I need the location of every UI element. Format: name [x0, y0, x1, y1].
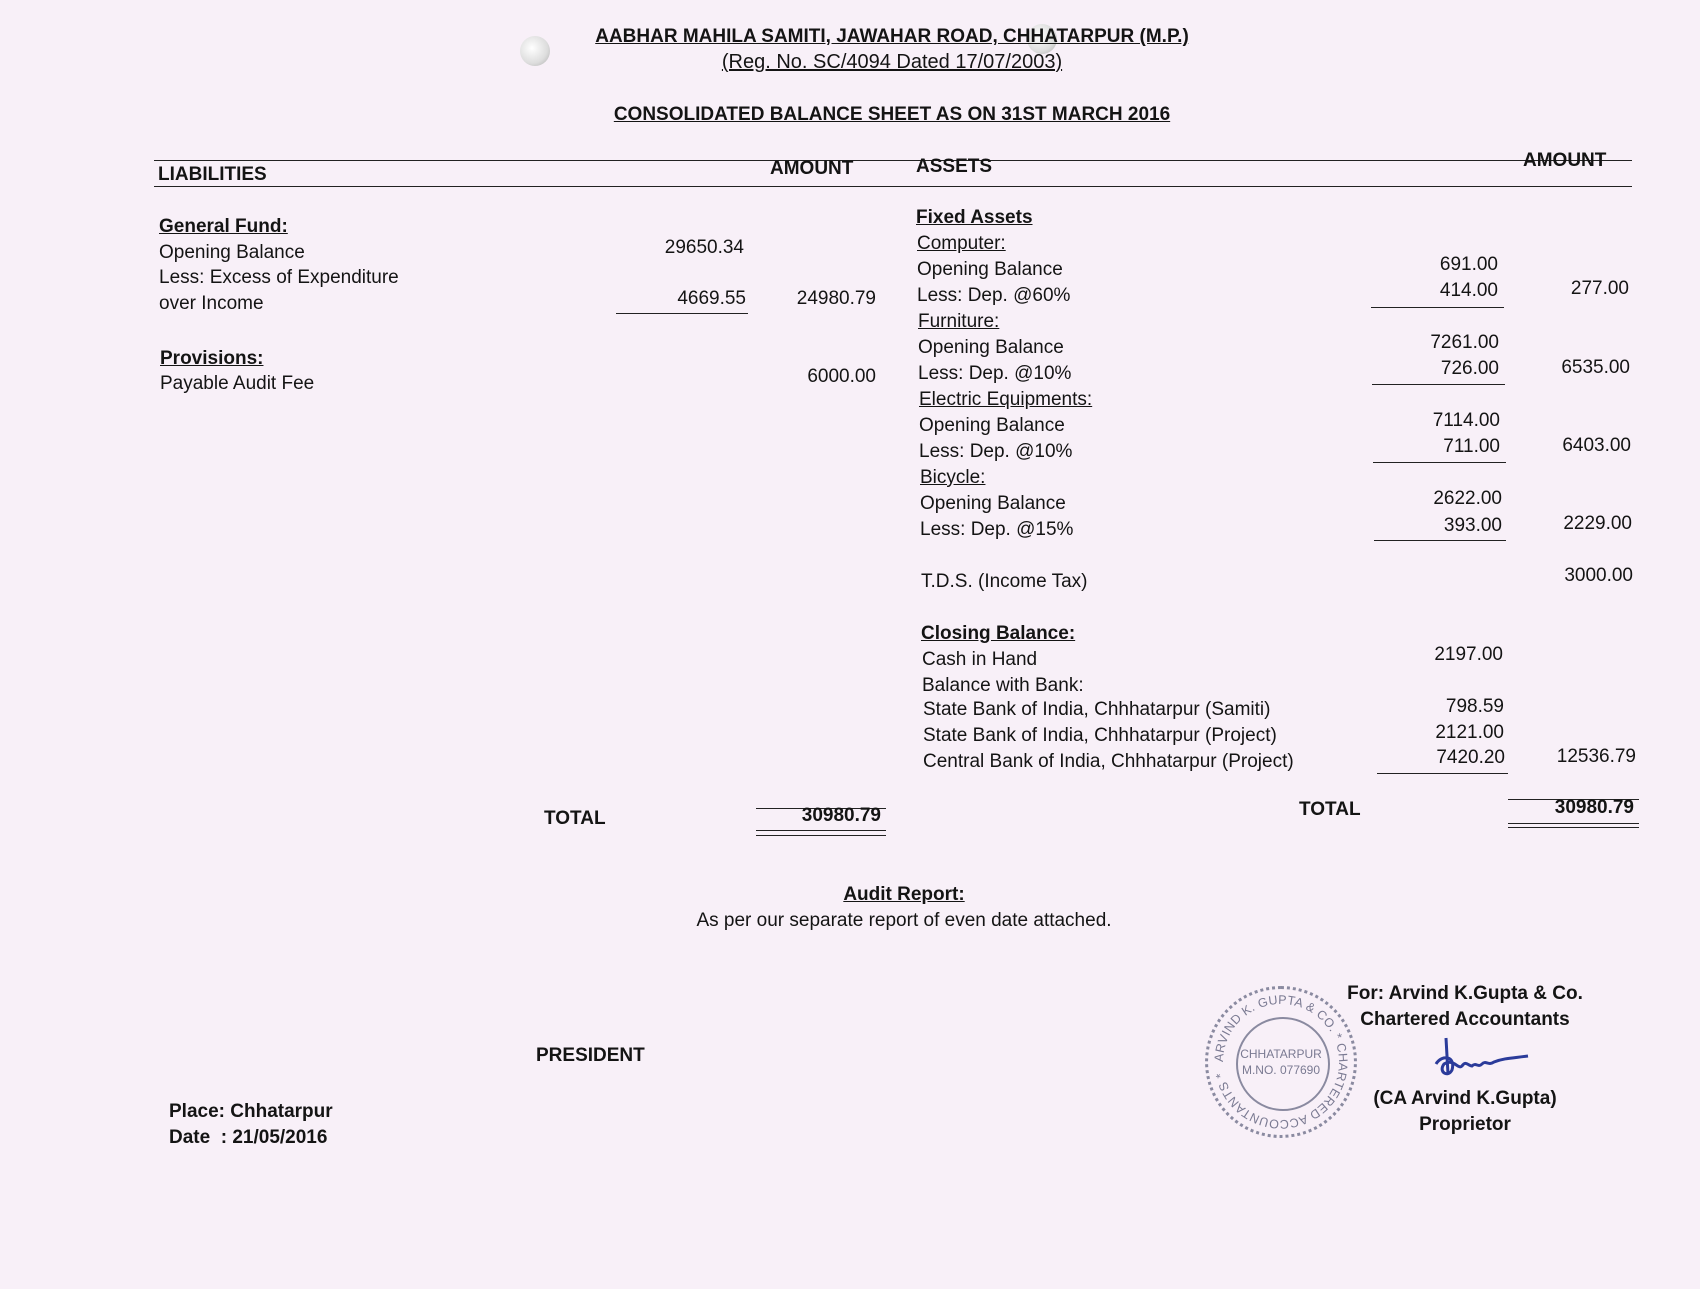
- label: Opening Balance: [159, 242, 305, 263]
- rule: [1371, 307, 1504, 308]
- rule: [1372, 384, 1505, 385]
- president-label: PRESIDENT: [536, 1045, 645, 1066]
- label: Opening Balance: [918, 337, 1064, 358]
- stamp-ring: ARVIND K. GUPTA & CO. * CHARTERED ACCOUN…: [1212, 993, 1350, 1131]
- punch-hole: [1027, 24, 1057, 54]
- rule: [1508, 827, 1639, 828]
- rule: [1508, 799, 1639, 800]
- place: Place: Chhatarpur: [169, 1101, 333, 1122]
- amount: 7261.00: [1430, 332, 1499, 353]
- amount: 691.00: [1439, 254, 1498, 275]
- amount: 24980.79: [796, 288, 876, 309]
- amount: 2197.00: [1434, 644, 1503, 665]
- rule: [756, 830, 886, 831]
- label: State Bank of India, Chhhatarpur (Samiti…: [923, 699, 1271, 720]
- audit-text: As per our separate report of even date …: [696, 910, 1112, 931]
- asset-name: Bicycle:: [920, 467, 986, 488]
- asset-name: Furniture:: [918, 311, 1000, 332]
- amount: 711.00: [1443, 436, 1500, 457]
- divider: [154, 160, 1632, 161]
- label: State Bank of India, Chhhatarpur (Projec…: [923, 725, 1277, 746]
- date: Date : 21/05/2016: [169, 1127, 328, 1148]
- total-amount: 30980.79: [801, 805, 881, 826]
- fixed-assets-heading: Fixed Assets: [916, 207, 1033, 228]
- amount: 2121.00: [1435, 722, 1504, 743]
- punch-hole: [520, 36, 550, 66]
- assets-header: ASSETS: [916, 156, 993, 177]
- stamp-line: CHHATARPUR: [1240, 1047, 1322, 1061]
- divider: [154, 186, 1632, 187]
- amount: 6403.00: [1562, 435, 1631, 456]
- label: Central Bank of India, Chhhatarpur (Proj…: [923, 751, 1294, 772]
- amount: 7420.20: [1436, 747, 1505, 768]
- page-title: CONSOLIDATED BALANCE SHEET AS ON 31ST MA…: [613, 104, 1171, 125]
- total-label: TOTAL: [1299, 799, 1361, 820]
- stamp-line: M.NO. 077690: [1241, 1063, 1321, 1077]
- amount: 3000.00: [1564, 565, 1633, 586]
- rule: [756, 808, 886, 809]
- label: Cash in Hand: [922, 649, 1038, 670]
- ca-stamp: ARVIND K. GUPTA & CO. * CHARTERED ACCOUN…: [1205, 986, 1357, 1138]
- signatory-role: Proprietor: [1419, 1114, 1511, 1135]
- label: Less: Dep. @60%: [917, 285, 1071, 306]
- rule: [1373, 462, 1506, 463]
- audit-heading: Audit Report:: [843, 884, 965, 905]
- general-fund-heading: General Fund:: [159, 216, 288, 237]
- rule: [616, 313, 748, 314]
- signatory-name: (CA Arvind K.Gupta): [1373, 1088, 1557, 1109]
- closing-heading: Closing Balance:: [921, 623, 1076, 644]
- total-amount: 30980.79: [1554, 797, 1634, 818]
- amount: 7114.00: [1432, 410, 1500, 431]
- rule: [1374, 540, 1506, 541]
- asset-name: Computer:: [917, 233, 1006, 254]
- label: over Income: [159, 293, 264, 314]
- org-name: AABHAR MAHILA SAMITI, JAWAHAR ROAD, CHHA…: [595, 26, 1189, 47]
- registration: (Reg. No. SC/4094 Dated 17/07/2003): [721, 51, 1063, 73]
- label: Payable Audit Fee: [160, 373, 315, 394]
- amount: 726.00: [1440, 358, 1499, 379]
- amount: 277.00: [1570, 278, 1629, 299]
- tds-label: T.D.S. (Income Tax): [921, 571, 1088, 592]
- label: Less: Dep. @10%: [918, 363, 1072, 384]
- liabilities-header: LIABILITIES: [158, 164, 267, 185]
- amount-header: AMOUNT: [770, 158, 854, 179]
- firm-name: For: Arvind K.Gupta & Co.: [1347, 983, 1583, 1004]
- amount: 6000.00: [807, 366, 876, 387]
- label: Opening Balance: [917, 259, 1063, 280]
- amount: 2622.00: [1433, 488, 1502, 509]
- label: Less: Dep. @10%: [919, 441, 1073, 462]
- rule: [1377, 773, 1508, 774]
- amount: 4669.55: [677, 288, 746, 309]
- label: Less: Excess of Expenditure: [159, 267, 399, 288]
- amount: 393.00: [1443, 515, 1502, 536]
- label: Opening Balance: [919, 415, 1065, 436]
- amount: 2229.00: [1563, 513, 1632, 534]
- provisions-heading: Provisions:: [160, 348, 264, 369]
- amount: 798.59: [1445, 696, 1504, 717]
- rule: [756, 835, 886, 836]
- label: Balance with Bank:: [922, 675, 1084, 696]
- amount: 12536.79: [1556, 746, 1636, 767]
- amount: 414.00: [1439, 280, 1498, 301]
- total-label: TOTAL: [544, 808, 606, 829]
- signature: [1434, 1037, 1529, 1076]
- label: Less: Dep. @15%: [920, 519, 1074, 540]
- amount-header: AMOUNT: [1523, 150, 1607, 171]
- amount: 29650.34: [664, 237, 744, 258]
- amount: 6535.00: [1561, 357, 1630, 378]
- label: Opening Balance: [920, 493, 1066, 514]
- rule: [1508, 823, 1639, 824]
- asset-name: Electric Equipments:: [919, 389, 1093, 410]
- firm-subtitle: Chartered Accountants: [1360, 1009, 1570, 1030]
